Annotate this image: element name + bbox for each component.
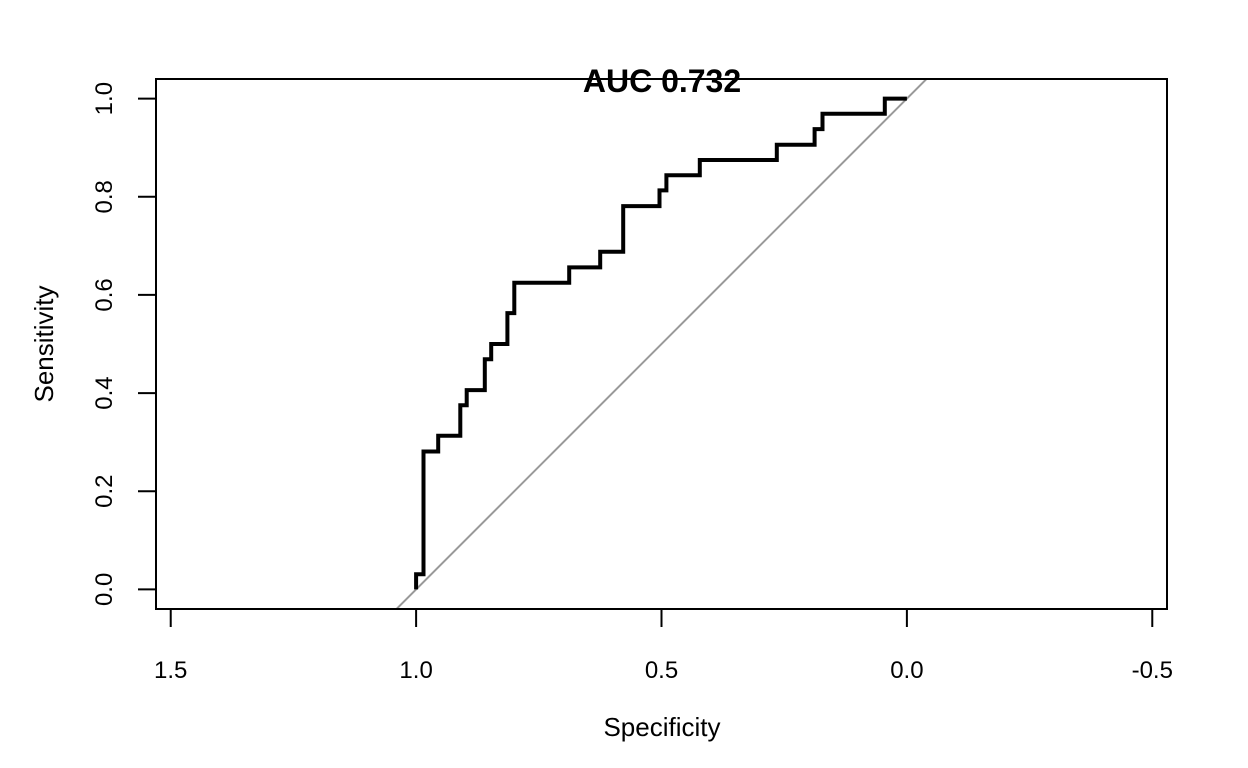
y-tick-label: 0.0 — [91, 573, 118, 606]
y-tick-label: 0.2 — [91, 475, 118, 508]
y-tick-label: 0.4 — [91, 376, 118, 409]
x-tick-label: 0.5 — [645, 657, 678, 684]
x-tick-label: 1.0 — [399, 657, 432, 684]
y-axis-title: Sensitivity — [29, 285, 59, 402]
y-axis: 0.0 0.2 0.4 0.6 0.8 1.0 — [91, 82, 157, 606]
x-tick-label: -0.5 — [1132, 657, 1173, 684]
x-axis: 1.5 1.0 0.5 0.0 -0.5 — [154, 608, 1173, 684]
y-tick-label: 0.8 — [91, 180, 118, 213]
x-tick-label: 1.5 — [154, 657, 187, 684]
y-tick-label: 1.0 — [91, 82, 118, 115]
x-axis-title: Specificity — [603, 712, 720, 742]
roc-curve-line — [414, 96, 907, 590]
plot-area — [396, 80, 927, 608]
y-tick-label: 0.6 — [91, 278, 118, 311]
chart-title: AUC 0.732 — [583, 63, 741, 99]
x-tick-label: 0.0 — [890, 657, 923, 684]
reference-diagonal-line — [396, 80, 927, 608]
